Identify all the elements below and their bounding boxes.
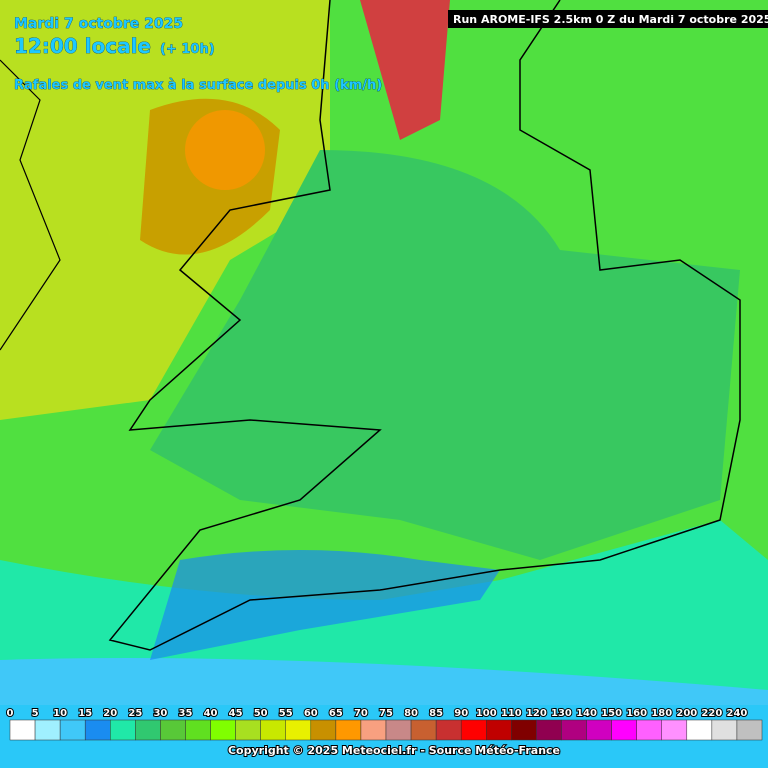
legend-swatch	[410, 719, 437, 741]
legend-label: 55	[279, 708, 293, 719]
legend-swatch	[511, 719, 537, 741]
legend-label: 30	[153, 708, 167, 719]
legend-label: 5	[32, 708, 39, 719]
legend-label: 20	[103, 708, 117, 719]
legend-label: 180	[651, 708, 672, 719]
legend-swatch	[360, 719, 387, 741]
legend-label: 130	[551, 708, 572, 719]
coastline	[108, 0, 741, 651]
legend-swatch	[110, 719, 136, 741]
legend-label: 85	[429, 708, 443, 719]
time: 12:00 locale	[14, 34, 151, 58]
field-orange	[185, 110, 265, 190]
legend-label: 40	[204, 708, 218, 719]
legend-swatch	[34, 719, 61, 741]
field-sea	[0, 658, 768, 705]
legend-swatch	[736, 719, 763, 741]
legend-swatch	[84, 719, 111, 741]
legend-swatch	[260, 719, 286, 741]
legend-swatch	[235, 719, 261, 741]
legend-swatch	[135, 719, 161, 741]
legend-swatch	[285, 719, 312, 741]
legend-swatch	[611, 719, 637, 741]
legend-swatch	[586, 719, 612, 741]
field-land	[150, 150, 740, 560]
legend-swatch	[661, 719, 688, 741]
legend-label: 0	[7, 708, 14, 719]
legend-label: 70	[354, 708, 368, 719]
legend-swatch	[210, 719, 236, 741]
legend-swatch	[385, 719, 412, 741]
field-red	[360, 0, 450, 140]
legend-swatch	[59, 719, 86, 741]
legend-swatch	[686, 719, 713, 741]
field-blue	[150, 550, 500, 660]
legend-label: 75	[379, 708, 393, 719]
legend-swatch	[160, 719, 186, 741]
legend-swatch	[435, 719, 462, 741]
legend-swatch	[9, 719, 36, 741]
coastline-ireland	[0, 59, 61, 351]
legend-label: 110	[501, 708, 522, 719]
run: Run AROME-IFS 2.5km 0 Z du Mardi 7 octob…	[453, 13, 768, 26]
legend-swatch	[711, 719, 738, 741]
legend-label: 120	[526, 708, 547, 719]
legend-label: 140	[576, 708, 597, 719]
legend-label: 160	[626, 708, 647, 719]
legend-label: 65	[329, 708, 343, 719]
legend-label: 240	[726, 708, 747, 719]
offset: (+ 10h)	[160, 42, 215, 57]
legend-label: 25	[128, 708, 142, 719]
legend-label: 150	[601, 708, 622, 719]
footer: Copyright © 2025 Meteociel.fr - Source M…	[228, 744, 560, 757]
legend-label: 200	[676, 708, 697, 719]
legend-label: 10	[53, 708, 67, 719]
legend-label: 50	[254, 708, 268, 719]
legend-label: 35	[179, 708, 193, 719]
legend-swatch	[335, 719, 362, 741]
legend-swatch	[310, 719, 337, 741]
legend-swatch	[185, 719, 211, 741]
legend-label: 15	[78, 708, 92, 719]
legend-label: 45	[229, 708, 243, 719]
legend-label: 100	[476, 708, 497, 719]
legend-label: 80	[404, 708, 418, 719]
legend-swatch	[636, 719, 662, 741]
run-bg	[448, 10, 768, 28]
legend-label: 90	[454, 708, 468, 719]
legend-label: 60	[304, 708, 318, 719]
legend-swatch	[536, 719, 562, 741]
legend-swatch	[561, 719, 587, 741]
date: Mardi 7 octobre 2025	[14, 16, 183, 32]
legend-swatch	[460, 719, 487, 741]
legend-label: 220	[701, 708, 722, 719]
field-name: Rafales de vent max à la surface depuis …	[14, 78, 382, 93]
legend-swatch	[486, 719, 512, 741]
